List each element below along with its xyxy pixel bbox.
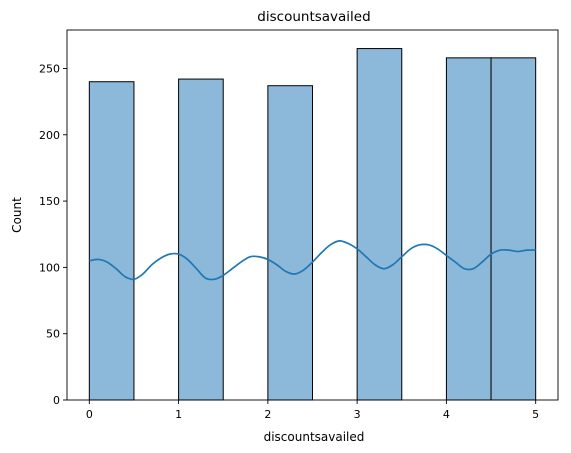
x-tick-label: 1 <box>175 408 182 421</box>
x-axis-ticks: 0 1 2 3 4 5 <box>86 400 539 421</box>
plot-frame <box>66 29 559 401</box>
kde-line <box>89 240 536 281</box>
y-tick-label: 150 <box>39 195 60 208</box>
bars <box>88 48 537 401</box>
histogram-bar-1 <box>178 78 224 401</box>
y-axis-ticks: 0 50 100 150 200 250 <box>39 62 67 407</box>
histogram-bar-0 <box>88 81 135 401</box>
y-tick-label: 250 <box>39 62 60 75</box>
y-axis-label: Count <box>10 197 24 233</box>
kde-layer <box>89 240 536 281</box>
y-tick-label: 0 <box>53 394 60 407</box>
y-tick-label: 50 <box>46 328 60 341</box>
x-tick-label: 5 <box>532 408 539 421</box>
x-tick-label: 2 <box>264 408 271 421</box>
y-tick-label: 100 <box>39 261 60 274</box>
histogram-bar-4 <box>445 57 492 401</box>
histogram-bar-5 <box>490 57 537 401</box>
x-axis-label: discountsavailed <box>264 430 365 444</box>
x-tick-label: 0 <box>86 408 93 421</box>
x-tick-label: 3 <box>354 408 361 421</box>
histogram-bar-3 <box>356 48 403 401</box>
histogram-bar-2 <box>267 85 314 401</box>
x-tick-label: 4 <box>443 408 450 421</box>
y-tick-label: 200 <box>39 129 60 142</box>
chart-title: discountsavailed <box>257 9 370 25</box>
